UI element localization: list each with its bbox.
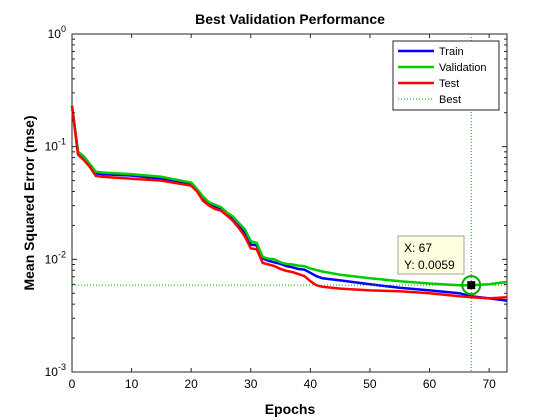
y-tick-label: 10-1 — [45, 137, 66, 154]
x-tick-label: 50 — [363, 377, 377, 391]
data-tip-y: Y: 0.0059 — [404, 258, 455, 272]
y-tick-label: 10-3 — [45, 362, 66, 379]
x-tick-label: 0 — [69, 377, 76, 391]
x-tick-label: 40 — [304, 377, 318, 391]
data-tip-box — [397, 235, 465, 275]
best-point[interactable] — [467, 281, 476, 290]
legend-items: Train Validation Test Best — [398, 46, 487, 106]
series-layer — [70, 105, 508, 302]
legend-label-best: Best — [439, 94, 461, 106]
x-tick-label: 20 — [184, 377, 198, 391]
x-tick-label: 70 — [482, 377, 496, 391]
series-line-test — [70, 105, 508, 300]
y-axis-label: Mean Squared Error (mse) — [21, 115, 37, 290]
legend-label-test: Test — [439, 78, 459, 90]
best-circle-marker — [461, 275, 482, 296]
data-tip-x: X: 67 — [404, 241, 432, 255]
y-tick-label: 10-2 — [45, 249, 66, 266]
x-tick-label: 30 — [244, 377, 258, 391]
x-tick-label: 10 — [125, 377, 139, 391]
axis-ticks: 0 10 20 30 40 50 60 70 10-3 10-2 10-1 100 — [45, 24, 507, 391]
x-tick-label: 60 — [423, 377, 437, 391]
legend-label-validation: Validation — [439, 62, 487, 74]
chart-title: Best Validation Performance — [195, 11, 385, 27]
best-markers — [72, 34, 507, 372]
legend-label-train: Train — [439, 46, 464, 58]
x-axis-label: Epochs — [265, 401, 316, 417]
legend[interactable]: Train Validation Test Best — [392, 40, 500, 111]
series-line-validation — [70, 105, 508, 287]
y-tick-label: 100 — [48, 24, 66, 41]
data-tip[interactable]: X: 67 Y: 0.0059 — [397, 235, 465, 275]
